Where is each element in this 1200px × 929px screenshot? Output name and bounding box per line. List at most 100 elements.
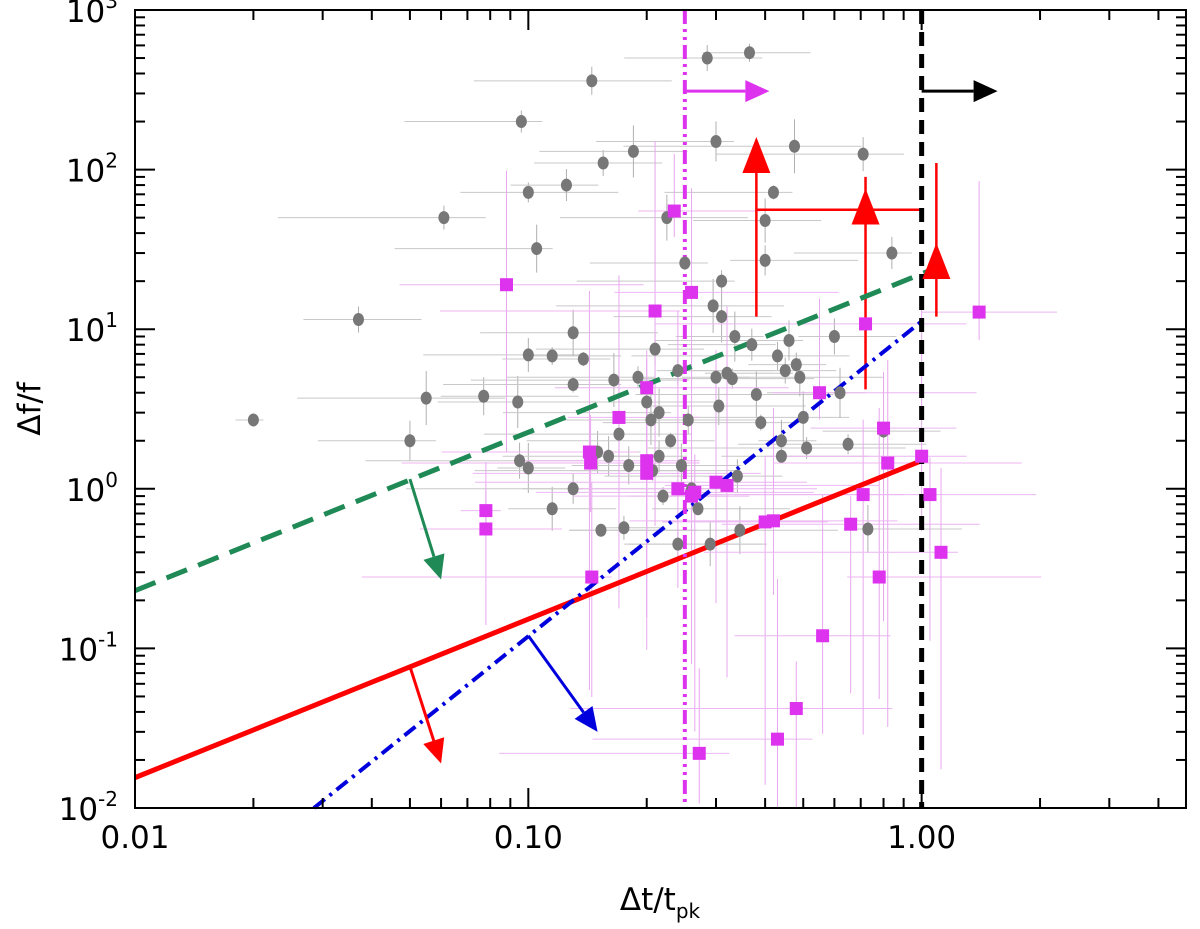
data-point-circle [886, 246, 898, 260]
data-point-square [648, 304, 662, 318]
data-point-square [770, 732, 784, 746]
data-point-circle [707, 299, 719, 313]
model-line-dashed [134, 266, 936, 593]
data-point-triangle [922, 242, 951, 279]
data-point-circle [713, 399, 725, 413]
y-tick-label: 10-1 [59, 627, 118, 668]
data-point-circle [613, 427, 625, 441]
data-point-circle [438, 211, 450, 225]
data-points-layer [247, 46, 986, 760]
data-point-circle [729, 330, 741, 344]
data-point-square [585, 570, 599, 584]
data-point-circle [645, 413, 657, 427]
plot-frame [134, 9, 1187, 809]
red-arrow-shaft [408, 666, 436, 742]
data-point-square [813, 386, 827, 400]
data-point-circle [618, 521, 630, 535]
data-point-square [881, 456, 895, 470]
data-point-circle [679, 256, 691, 270]
data-point-circle [352, 313, 364, 327]
data-point-triangle [742, 136, 771, 173]
data-point-circle [672, 537, 684, 551]
data-point-circle [665, 434, 677, 448]
data-point-circle [779, 364, 791, 378]
data-point-circle [649, 342, 661, 356]
data-point-square [692, 746, 706, 760]
data-point-circle [512, 395, 524, 409]
data-point-circle [567, 326, 579, 340]
data-point-circle [577, 352, 589, 366]
data-point-circle [716, 310, 728, 324]
data-point-circle [672, 364, 684, 378]
data-point-square [612, 410, 626, 424]
data-point-circle [842, 437, 854, 451]
data-point-circle [567, 378, 579, 392]
data-point-circle [567, 482, 579, 496]
data-point-square [667, 204, 681, 218]
data-point-circle [783, 333, 795, 347]
data-point-circle [790, 358, 802, 372]
data-point-circle [716, 274, 728, 288]
y-tick-label: 10-2 [59, 787, 118, 828]
data-point-circle [653, 449, 665, 463]
data-point-circle [653, 406, 665, 420]
data-point-circle [247, 413, 259, 427]
x-axis-label: Δt/tpk [620, 882, 701, 923]
data-point-square [671, 482, 685, 496]
data-point-square [584, 456, 598, 470]
data-point-triangle [851, 188, 880, 225]
data-point-square [688, 485, 702, 499]
data-point-circle [743, 46, 755, 60]
data-point-circle [726, 372, 738, 386]
blue-arrow-shaft [527, 634, 585, 714]
green-arrow-shaft [408, 478, 436, 558]
data-point-circle [608, 373, 620, 387]
data-point-circle [546, 502, 558, 516]
data-point-square [844, 517, 858, 531]
data-point-circle [627, 144, 639, 158]
data-point-circle [595, 523, 607, 537]
data-point-circle [632, 370, 644, 384]
y-tick-label: 103 [66, 0, 118, 30]
data-point-circle [771, 349, 783, 363]
data-point-circle [710, 370, 722, 384]
data-point-square [640, 466, 654, 480]
data-point-square [934, 545, 948, 559]
model-line-dash-dot [312, 319, 923, 810]
data-point-circle [746, 338, 758, 352]
data-point-circle [801, 441, 813, 455]
data-point-square [872, 570, 886, 584]
data-point-square [972, 305, 986, 319]
data-point-square [479, 504, 493, 518]
red-arrow-head [423, 737, 445, 764]
data-point-circle [794, 370, 806, 384]
data-point-circle [560, 178, 572, 192]
data-point-circle [767, 185, 779, 199]
data-point-square [640, 381, 654, 395]
data-point-square [582, 445, 596, 459]
data-point-circle [586, 74, 598, 88]
data-point-square [499, 278, 513, 292]
data-point-circle [701, 51, 713, 65]
data-point-circle [857, 147, 869, 161]
data-point-circle [775, 449, 787, 463]
data-point-circle [522, 461, 534, 475]
data-point-circle [478, 389, 490, 403]
y-axis-label: Δf/f [12, 381, 48, 436]
data-point-circle [657, 489, 669, 503]
data-point-circle [755, 416, 767, 430]
data-point-circle [704, 537, 716, 551]
data-point-square [856, 488, 870, 502]
data-point-square [789, 702, 803, 716]
data-point-circle [734, 523, 746, 537]
data-point-circle [546, 349, 558, 363]
data-point-circle [623, 458, 635, 472]
data-point-square [877, 421, 891, 435]
data-point-circle [515, 115, 527, 129]
data-point-circle [641, 395, 653, 409]
data-point-circle [597, 156, 609, 170]
data-point-circle [759, 213, 771, 227]
x-tick-label: 0.01 [100, 820, 169, 856]
green-arrow-head [423, 553, 445, 580]
